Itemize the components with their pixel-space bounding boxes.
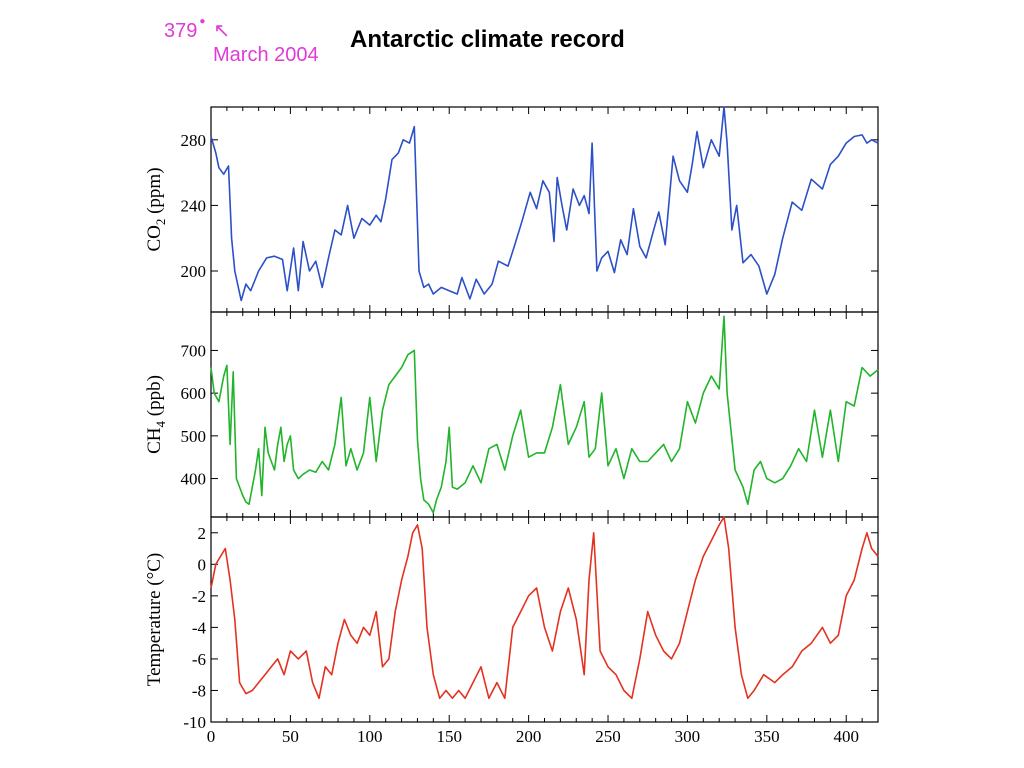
y-axis-label: Temperature (°C) xyxy=(144,553,165,686)
ch4-panel: 400 500 600 700 CH4 (ppb) xyxy=(144,311,879,518)
x-tick-label: 300 xyxy=(675,727,701,746)
y-tick-label: 240 xyxy=(181,196,207,215)
y-axis-label-main: CH xyxy=(144,427,165,454)
panel-frame xyxy=(210,106,879,313)
y-tick-label: 600 xyxy=(181,384,207,403)
x-tick-label: 50 xyxy=(282,727,299,746)
x-tick-label: 100 xyxy=(357,727,383,746)
panel-frame xyxy=(210,311,879,518)
y-axis-label-main: CO xyxy=(144,225,165,251)
y-axis-label-main: Temperature (°C) xyxy=(144,553,165,686)
y-tick-label: 200 xyxy=(181,262,207,281)
y-tick-label: 500 xyxy=(181,427,207,446)
y-tick-label: 0 xyxy=(198,555,207,574)
y-tick-label: 2 xyxy=(198,524,207,543)
y-tick-label: -8 xyxy=(192,681,206,700)
y-tick-label: 700 xyxy=(181,341,207,360)
x-tick-label: 200 xyxy=(516,727,542,746)
x-tick-label: 250 xyxy=(595,727,621,746)
annotation-date: March 2004 xyxy=(213,44,319,66)
y-axis-label: CH4 (ppb) xyxy=(144,375,168,454)
chart-title: Antarctic climate record xyxy=(350,26,625,53)
y-axis-label-subscript: 2 xyxy=(153,219,168,226)
y-tick-label: -2 xyxy=(192,587,206,606)
y-axis-label-unit: (ppm) xyxy=(144,167,165,218)
y-axis-label-subscript: 4 xyxy=(153,421,168,428)
series-line xyxy=(210,516,879,700)
series-line xyxy=(210,106,879,302)
x-tick-label: 350 xyxy=(754,727,780,746)
x-tick-label: 0 xyxy=(207,727,216,746)
annotation-dot-icon: ● xyxy=(199,16,206,27)
y-axis-label: CO2 (ppm) xyxy=(144,167,168,251)
y-tick-label: -6 xyxy=(192,650,206,669)
y-tick-label: -4 xyxy=(192,618,207,637)
y-axis-label-unit: (ppb) xyxy=(144,375,165,421)
y-tick-label: 400 xyxy=(181,470,207,489)
series-line xyxy=(210,315,879,514)
y-tick-label: 280 xyxy=(181,131,207,150)
y-tick-label: -10 xyxy=(183,713,206,732)
annotation-value: 379 xyxy=(164,20,198,42)
temperature-panel: -10 -8 -6 -4 -2 0 2 0 50 100 150 200 250 300 350 400 Tem… xyxy=(144,516,879,746)
arrow-up-left-icon: ↖ xyxy=(213,20,231,42)
x-tick-label: 150 xyxy=(436,727,462,746)
x-tick-label: 400 xyxy=(833,727,859,746)
panel-frame xyxy=(210,516,879,723)
co2-panel: 200 240 280 CO2 (ppm) xyxy=(144,106,879,313)
